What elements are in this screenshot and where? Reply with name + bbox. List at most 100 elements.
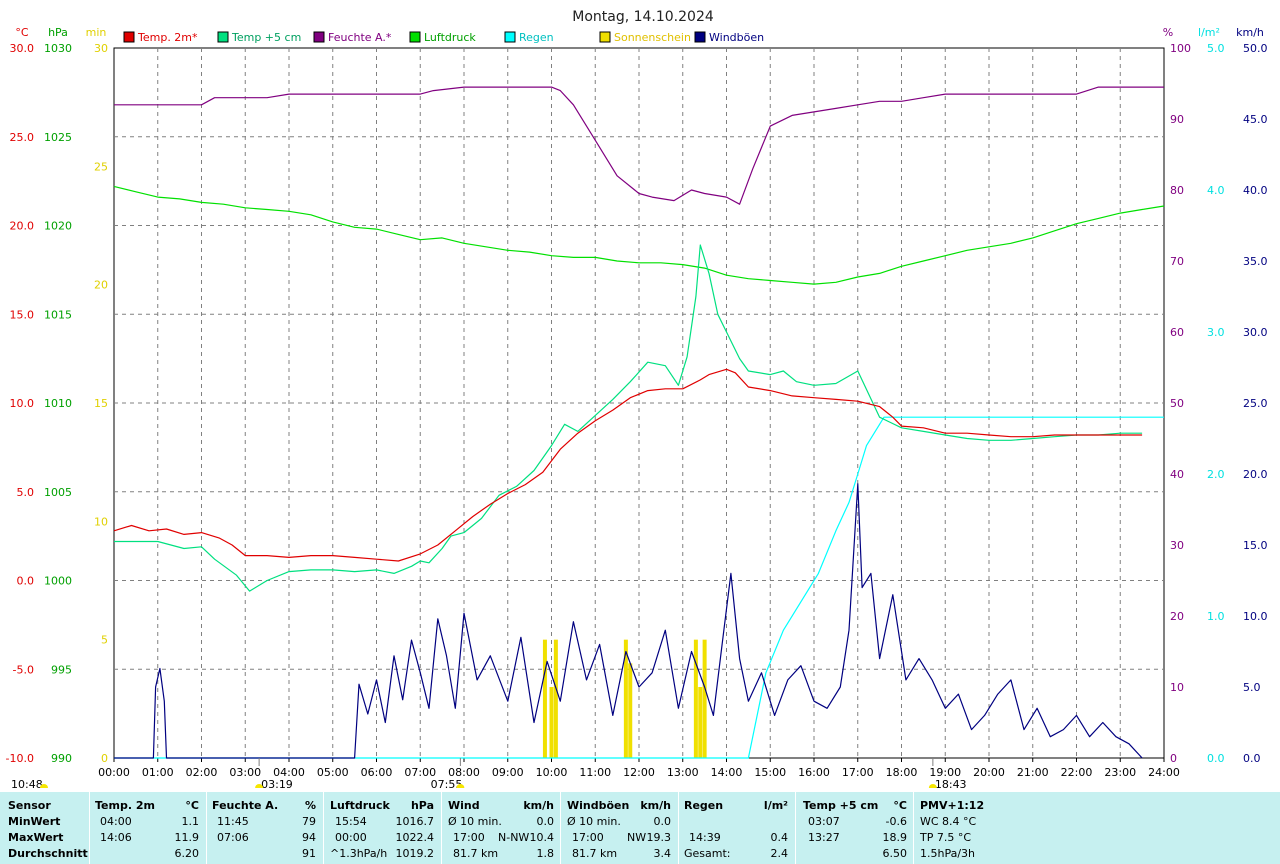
stats-temp2m-max: 11.9 bbox=[174, 831, 200, 844]
x-tick-label: 04:00 bbox=[273, 766, 305, 779]
stats-row-max: MaxWert bbox=[8, 831, 64, 844]
stats-boeen-max: 19.3 bbox=[646, 831, 672, 844]
stats-feuchte-title: Feuchte A. bbox=[212, 799, 279, 812]
temp-tick-label: -10.0 bbox=[6, 752, 34, 765]
min-tick-label: 10 bbox=[94, 515, 108, 528]
min-axis-unit: min bbox=[86, 26, 107, 39]
sunshine-bar bbox=[628, 663, 633, 758]
stats-feuchte-unit: % bbox=[304, 799, 316, 812]
x-tick-label: 11:00 bbox=[579, 766, 611, 779]
sunshine-bar bbox=[549, 687, 554, 758]
x-tick-label: 13:00 bbox=[667, 766, 699, 779]
stats-temp5cm-avg: 6.50 bbox=[882, 847, 908, 860]
stats-boeen-distance: 81.7 km bbox=[572, 847, 618, 860]
min-tick-label: 30 bbox=[94, 42, 108, 55]
rain-axis-unit: l/m² bbox=[1198, 26, 1220, 39]
stats-wind-max: 10.4 bbox=[529, 831, 555, 844]
chart-title: Montag, 14.10.2024 bbox=[572, 9, 714, 25]
stats-regen-total: 2.4 bbox=[770, 847, 789, 860]
hpa-axis-unit: hPa bbox=[48, 26, 68, 39]
rain-tick-label: 4.0 bbox=[1207, 184, 1225, 197]
min-tick-label: 0 bbox=[101, 752, 108, 765]
legend-swatch bbox=[694, 31, 706, 43]
stats-temp5cm-max: 18.9 bbox=[882, 831, 908, 844]
legend-swatch bbox=[409, 31, 421, 43]
stats-luftdruck-max-time: 00:00 bbox=[335, 831, 367, 844]
stats-luftdruck-avg: 1019.2 bbox=[395, 847, 435, 860]
stats-header-sensor: Sensor bbox=[8, 799, 51, 812]
hpa-tick-label: 1010 bbox=[44, 397, 72, 410]
x-tick-label: 01:00 bbox=[142, 766, 174, 779]
x-tick-label: 03:00 bbox=[229, 766, 261, 779]
x-tick-label: 16:00 bbox=[798, 766, 830, 779]
wind-tick-label: 30.0 bbox=[1243, 326, 1268, 339]
temp-tick-label: 0.0 bbox=[17, 575, 35, 588]
stats-wind-min: 0.0 bbox=[536, 815, 555, 828]
stats-temp2m-min: 1.1 bbox=[181, 815, 200, 828]
marker-label: 10:48 bbox=[11, 778, 43, 791]
stats-pmv-trend: 1.5hPa/3h bbox=[920, 847, 976, 860]
stats-boeen-unit: km/h bbox=[640, 799, 671, 812]
stats-luftdruck-trend: ^1.3hPa/h bbox=[330, 847, 388, 860]
stats-luftdruck-min: 1016.7 bbox=[395, 815, 435, 828]
temp-tick-label: 15.0 bbox=[10, 308, 35, 321]
x-tick-label: 22:00 bbox=[1061, 766, 1093, 779]
x-tick-label: 17:00 bbox=[842, 766, 874, 779]
legend-swatch bbox=[217, 31, 229, 43]
stats-temp5cm-max-time: 13:27 bbox=[808, 831, 840, 844]
hpa-tick-label: 995 bbox=[51, 663, 72, 676]
stats-temp2m-max-time: 14:06 bbox=[100, 831, 132, 844]
marker-label: 07:55 bbox=[431, 778, 463, 791]
stats-regen-title: Regen bbox=[684, 799, 724, 812]
hpa-tick-label: 1030 bbox=[44, 42, 72, 55]
stats-feuchte-max: 94 bbox=[302, 831, 316, 844]
wind-tick-label: 45.0 bbox=[1243, 113, 1268, 126]
stats-boeen-min: 0.0 bbox=[653, 815, 672, 828]
rain-tick-label: 0.0 bbox=[1207, 752, 1225, 765]
stats-luftdruck-column: Luftdruck hPa 15:54 1016.7 00:00 1022.4 … bbox=[330, 796, 434, 864]
stats-temp5cm-title: Temp +5 cm bbox=[803, 799, 879, 812]
wind-tick-label: 0.0 bbox=[1243, 752, 1261, 765]
temp-tick-label: 5.0 bbox=[17, 486, 35, 499]
sunshine-bar bbox=[542, 639, 547, 758]
stats-regen-unit: l/m² bbox=[763, 799, 788, 812]
stats-boeen-title: Windböen bbox=[567, 799, 630, 812]
stats-feuchte-max-time: 07:06 bbox=[217, 831, 249, 844]
rain-tick-label: 3.0 bbox=[1207, 326, 1225, 339]
stats-regen-total-label: Gesamt: bbox=[684, 847, 731, 860]
wind-tick-label: 40.0 bbox=[1243, 184, 1268, 197]
sunshine-bar bbox=[553, 639, 558, 758]
stats-wind-distance: 81.7 km bbox=[453, 847, 499, 860]
axis-labels: °C hPa min% l/m² km/h bbox=[15, 26, 1264, 39]
weather-chart: Montag, 14.10.2024 Temp. 2m* Temp +5 cm Fe… bbox=[6, 9, 1268, 791]
series-layer bbox=[113, 86, 1165, 759]
wind-tick-label: 25.0 bbox=[1243, 397, 1268, 410]
stats-feuchte-min: 79 bbox=[302, 815, 316, 828]
pct-tick-label: 20 bbox=[1170, 610, 1184, 623]
rain-tick-label: 5.0 bbox=[1207, 42, 1225, 55]
hpa-tick-label: 1025 bbox=[44, 131, 72, 144]
sunshine-bar bbox=[623, 639, 628, 758]
x-tick-label: 12:00 bbox=[623, 766, 655, 779]
stats-temp5cm-unit: °C bbox=[893, 799, 907, 812]
x-tick-label: 15:00 bbox=[754, 766, 786, 779]
series-temp-5cm bbox=[114, 244, 1143, 592]
rain-tick-label: 2.0 bbox=[1207, 468, 1225, 481]
sun-icon bbox=[40, 784, 48, 788]
temp-tick-label: 25.0 bbox=[10, 131, 35, 144]
series-luftdruck bbox=[113, 185, 1165, 285]
temp-tick-label: 30.0 bbox=[10, 42, 35, 55]
x-tick-label: 08:00 bbox=[448, 766, 480, 779]
stats-feuchte-column: Feuchte A. % 11:45 79 07:06 94 91 bbox=[212, 796, 316, 864]
pct-tick-label: 60 bbox=[1170, 326, 1184, 339]
legend-label: Sonnenschein bbox=[614, 31, 691, 44]
tick-labels: -10.0 -5.0 0.0 5.0 10.0 15.0 20.0 25.0 30.0 990 99… bbox=[6, 42, 1268, 779]
x-tick-label: 05:00 bbox=[317, 766, 349, 779]
x-tick-label: 10:00 bbox=[536, 766, 568, 779]
wind-tick-label: 50.0 bbox=[1243, 42, 1268, 55]
stats-temp2m-min-time: 04:00 bbox=[100, 815, 132, 828]
stats-pmv-column: PMV+1:12 WC 8.4 °C TP 7.5 °C 1.5hPa/3h bbox=[920, 796, 1020, 864]
wind-tick-label: 35.0 bbox=[1243, 255, 1268, 268]
stats-feuchte-avg: 91 bbox=[302, 847, 316, 860]
sunset-icon bbox=[928, 784, 937, 788]
